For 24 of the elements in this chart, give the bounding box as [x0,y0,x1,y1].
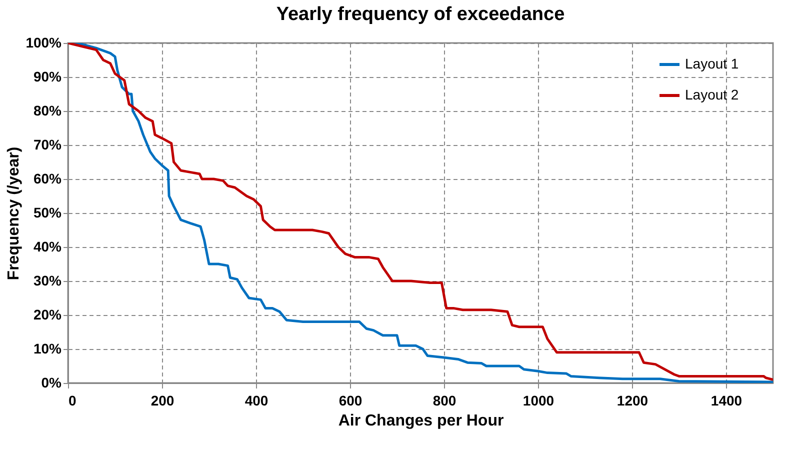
x-tick-label: 600 [338,392,362,408]
legend-label: Layout 1 [685,56,739,72]
legend-label: Layout 2 [685,86,739,102]
x-tick-label: 800 [432,392,456,408]
y-tick-label: 80% [33,102,62,118]
y-axis-title: Frequency (/year) [6,146,23,280]
x-tick-label: 0 [68,392,76,408]
y-tick-label: 50% [33,204,62,220]
x-tick-label: 1400 [710,392,742,408]
x-tick-label: 1000 [522,392,554,408]
x-tick-label: 400 [244,392,268,408]
x-tick-label: 1200 [616,392,648,408]
y-tick-label: 90% [33,68,62,84]
y-tick-label: 70% [33,136,62,152]
y-tick-label: 40% [33,238,62,254]
y-tick-label: 20% [33,306,62,322]
y-tick-label: 60% [33,170,62,186]
y-tick-label: 100% [26,34,62,50]
x-axis-title: Air Changes per Hour [338,412,504,430]
chart-title: Yearly frequency of exceedance [276,4,565,25]
y-tick-label: 10% [33,340,62,356]
y-tick-label: 0% [41,374,62,390]
x-tick-label: 200 [150,392,174,408]
y-tick-label: 30% [33,272,62,288]
